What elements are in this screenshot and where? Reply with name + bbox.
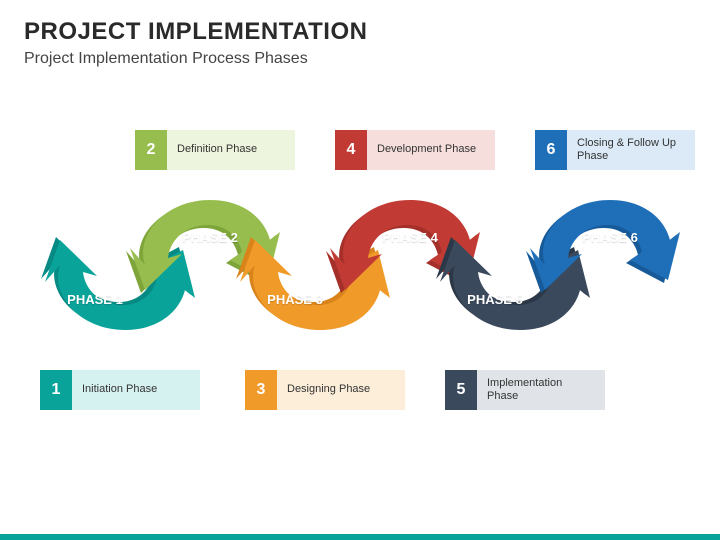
phase-card: 1Initiation Phase bbox=[40, 370, 200, 410]
phase-card-label: Implementation Phase bbox=[477, 370, 605, 410]
phase-card-label: Initiation Phase bbox=[72, 370, 200, 410]
arrow-label: PHASE 4 bbox=[370, 230, 450, 245]
footer-accent-bar bbox=[0, 534, 720, 540]
phase-card-label: Development Phase bbox=[367, 130, 495, 170]
phase-number-badge: 6 bbox=[535, 130, 567, 170]
slide-title: PROJECT IMPLEMENTATION bbox=[24, 18, 367, 46]
phase-card: 2Definition Phase bbox=[135, 130, 295, 170]
phase-card-label: Closing & Follow Up Phase bbox=[567, 130, 695, 170]
arrow-label: PHASE 3 bbox=[255, 292, 335, 307]
arrow-label: PHASE 5 bbox=[455, 292, 535, 307]
arrow-label: PHASE 2 bbox=[170, 230, 250, 245]
phase-number-badge: 1 bbox=[40, 370, 72, 410]
phase-card-label: Definition Phase bbox=[167, 130, 295, 170]
phase-number-badge: 3 bbox=[245, 370, 277, 410]
phase-number-badge: 2 bbox=[135, 130, 167, 170]
arrow-label: PHASE 1 bbox=[55, 292, 135, 307]
arrow-label: PHASE 6 bbox=[570, 230, 650, 245]
phase-number-badge: 5 bbox=[445, 370, 477, 410]
phase-number-badge: 4 bbox=[335, 130, 367, 170]
process-arrows-svg bbox=[0, 0, 720, 540]
phase-card: 3Designing Phase bbox=[245, 370, 405, 410]
slide-subtitle: Project Implementation Process Phases bbox=[24, 50, 308, 68]
phase-card-label: Designing Phase bbox=[277, 370, 405, 410]
phase-card: 6Closing & Follow Up Phase bbox=[535, 130, 695, 170]
phase-card: 5Implementation Phase bbox=[445, 370, 605, 410]
phase-card: 4Development Phase bbox=[335, 130, 495, 170]
